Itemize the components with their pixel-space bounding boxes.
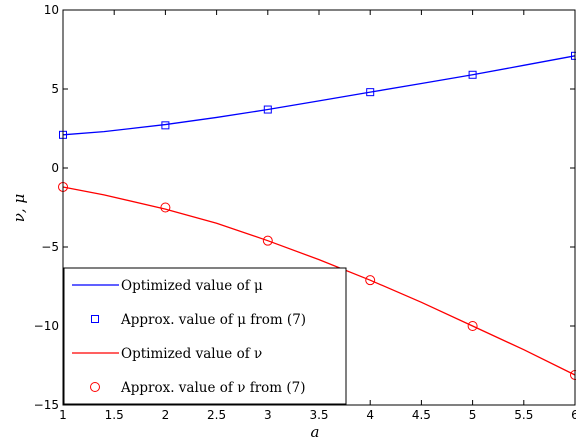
x-tick-label: 4 — [366, 408, 374, 422]
y-tick-label: 5 — [51, 82, 59, 96]
series-line — [62, 186, 576, 376]
x-tick-label: 3 — [264, 408, 272, 422]
x-tick-label: 1 — [59, 408, 67, 422]
legend: Optimized value of μ Approx. value of μ f… — [63, 267, 347, 405]
x-tick-label: 2.5 — [207, 408, 226, 422]
y-tick-label: 0 — [51, 161, 59, 175]
data-point-circle — [365, 275, 376, 286]
data-point-circle — [467, 321, 478, 331]
legend-marker-swatch — [91, 315, 99, 323]
plot-frame — [62, 9, 576, 406]
data-point-circle — [262, 235, 273, 246]
y-tick-label: 10 — [44, 3, 59, 17]
x-tick-label: 6 — [571, 408, 576, 422]
x-tick-label: 2 — [162, 408, 170, 422]
y-tick-label: −10 — [34, 319, 59, 333]
data-point-square — [161, 121, 170, 130]
x-tick-label: 5.5 — [514, 408, 533, 422]
legend-entry-label: Optimized value of ν — [121, 346, 262, 362]
x-tick-label: 5 — [469, 408, 477, 422]
legend-marker-swatch — [90, 382, 100, 392]
data-point-square — [468, 70, 477, 79]
x-tick-label: 3.5 — [309, 408, 328, 422]
legend-box — [63, 267, 347, 405]
legend-entry-label: Optimized value of μ — [121, 278, 263, 294]
data-point-square — [366, 88, 375, 97]
x-tick-label: 1.5 — [105, 408, 124, 422]
y-tick-label: −15 — [34, 398, 59, 412]
legend-entry-label: Approx. value of μ from (7) — [120, 312, 306, 328]
series-line — [62, 55, 576, 136]
y-axis-label: ν, μ — [10, 194, 28, 222]
data-point-circle — [160, 202, 171, 213]
x-tick-label: 4.5 — [412, 408, 431, 422]
legend-entry-label: Approx. value of ν from (7) — [120, 380, 306, 396]
x-axis-label: a — [311, 423, 320, 441]
data-point-square — [263, 105, 272, 114]
y-tick-label: −5 — [41, 240, 59, 254]
